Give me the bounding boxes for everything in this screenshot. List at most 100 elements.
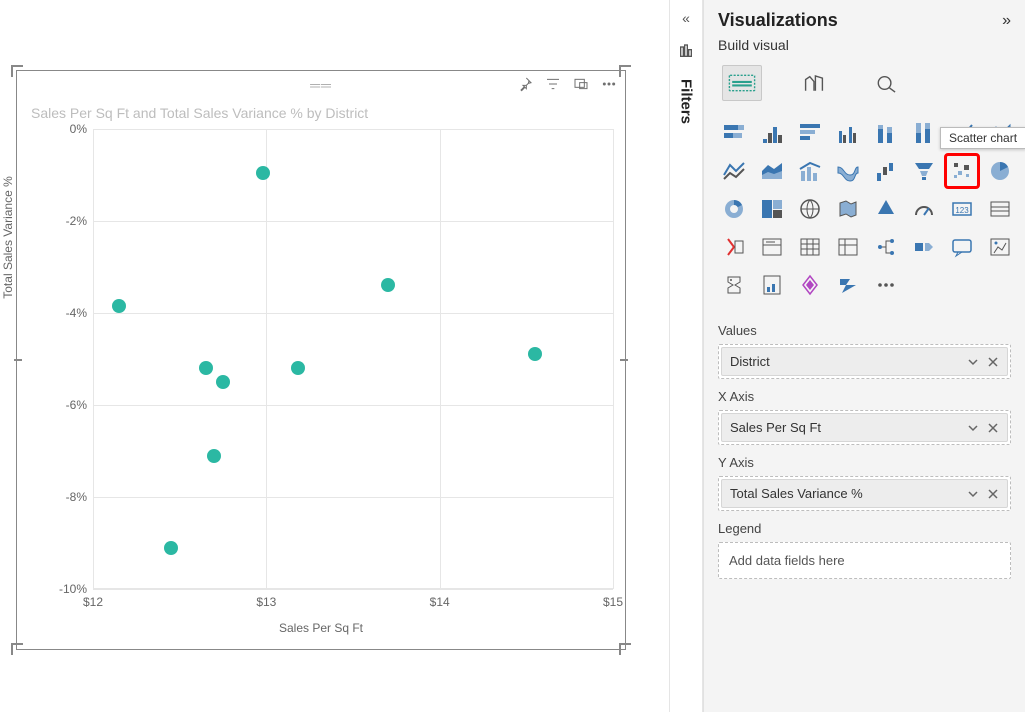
values-well[interactable]: District — [718, 344, 1011, 379]
viz-type-line-stacked[interactable] — [794, 155, 826, 187]
pane-subtitle: Build visual — [704, 35, 1025, 61]
collapse-pane-icon[interactable]: » — [1002, 12, 1011, 30]
pane-title: Visualizations — [718, 10, 838, 31]
x-axis-label: Sales Per Sq Ft — [17, 621, 625, 635]
legend-placeholder: Add data fields here — [719, 543, 1010, 578]
viz-type-clustered-bar[interactable] — [756, 117, 788, 149]
yaxis-well[interactable]: Total Sales Variance % — [718, 476, 1011, 511]
selected-visual[interactable]: ══ Sales Per Sq Ft and Total Sales Varia… — [16, 70, 626, 650]
viz-type-r-visual[interactable] — [984, 231, 1016, 263]
filters-icon — [678, 42, 694, 65]
data-point[interactable] — [381, 278, 395, 292]
data-point[interactable] — [207, 449, 221, 463]
viz-type-gauge[interactable] — [908, 193, 940, 225]
remove-field-icon[interactable] — [987, 356, 999, 368]
y-axis-label: Total Sales Variance % — [1, 176, 15, 299]
build-tabs — [704, 61, 1025, 111]
tab-analytics[interactable] — [866, 65, 906, 101]
more-options-icon[interactable] — [601, 76, 617, 97]
viz-type-ribbon[interactable] — [832, 155, 864, 187]
viz-type-stacked-area[interactable] — [756, 155, 788, 187]
viz-type-power-apps[interactable] — [794, 269, 826, 301]
x-tick: $13 — [256, 589, 276, 609]
viz-type-decomp-tree[interactable] — [870, 231, 902, 263]
field-wells: Values District X Axis Sales Per Sq Ft — [704, 309, 1025, 589]
yaxis-label: Y Axis — [718, 455, 1011, 470]
visual-type-gallery: Scatter chart 123 — [704, 111, 1025, 309]
filters-label: Filters — [678, 79, 695, 124]
viz-type-treemap[interactable] — [756, 193, 788, 225]
chevron-down-icon[interactable] — [967, 356, 979, 368]
viz-type-scatter[interactable]: Scatter chart — [946, 155, 978, 187]
filters-pane-collapsed[interactable]: « Filters — [669, 0, 703, 712]
values-label: Values — [718, 323, 1011, 338]
viz-type-slicer[interactable] — [756, 231, 788, 263]
pin-icon[interactable] — [517, 76, 533, 97]
drag-grip-icon[interactable]: ══ — [310, 77, 332, 93]
field-pill-district[interactable]: District — [721, 347, 1008, 376]
visual-header: ══ — [17, 71, 625, 101]
svg-text:123: 123 — [955, 206, 969, 215]
tab-format-visual[interactable] — [794, 65, 834, 101]
viz-type-line-area[interactable] — [718, 155, 750, 187]
viz-type-paginated[interactable] — [756, 269, 788, 301]
viz-type-multi-card[interactable] — [718, 231, 750, 263]
data-point[interactable] — [164, 541, 178, 555]
viz-type-donut[interactable] — [718, 193, 750, 225]
remove-field-icon[interactable] — [987, 488, 999, 500]
viz-type-clustered-column[interactable] — [832, 117, 864, 149]
data-point[interactable] — [256, 166, 270, 180]
y-tick: -6% — [33, 398, 93, 412]
viz-type-map[interactable] — [794, 193, 826, 225]
expand-filters-icon[interactable]: « — [682, 10, 690, 26]
field-pill-xaxis[interactable]: Sales Per Sq Ft — [721, 413, 1008, 442]
legend-label: Legend — [718, 521, 1011, 536]
y-tick: 0% — [33, 122, 93, 136]
viz-type-python[interactable] — [718, 269, 750, 301]
y-tick: -8% — [33, 490, 93, 504]
viz-type-azure-map[interactable] — [870, 193, 902, 225]
viz-type-stacked-column-100[interactable] — [908, 117, 940, 149]
viz-type-waterfall[interactable] — [870, 155, 902, 187]
viz-type-power-automate[interactable] — [832, 269, 864, 301]
viz-type-stacked-column[interactable] — [870, 117, 902, 149]
legend-well[interactable]: Add data fields here — [718, 542, 1011, 579]
xaxis-label: X Axis — [718, 389, 1011, 404]
remove-field-icon[interactable] — [987, 422, 999, 434]
viz-type-filled-map[interactable] — [832, 193, 864, 225]
data-point[interactable] — [291, 361, 305, 375]
tooltip: Scatter chart — [940, 127, 1025, 149]
y-tick: -2% — [33, 214, 93, 228]
viz-type-key-influencers[interactable] — [908, 231, 940, 263]
viz-type-qna[interactable] — [946, 231, 978, 263]
chevron-down-icon[interactable] — [967, 488, 979, 500]
focus-mode-icon[interactable] — [573, 76, 589, 97]
data-point[interactable] — [112, 299, 126, 313]
data-point[interactable] — [216, 375, 230, 389]
viz-type-card[interactable]: 123 — [946, 193, 978, 225]
chevron-down-icon[interactable] — [967, 422, 979, 434]
tab-build-visual[interactable] — [722, 65, 762, 101]
x-tick: $15 — [603, 589, 623, 609]
visualizations-pane: Visualizations » Build visual Scatter ch… — [703, 0, 1025, 712]
report-canvas[interactable]: ══ Sales Per Sq Ft and Total Sales Varia… — [0, 0, 669, 712]
y-tick: -4% — [33, 306, 93, 320]
field-pill-yaxis[interactable]: Total Sales Variance % — [721, 479, 1008, 508]
y-tick: -10% — [33, 582, 93, 596]
x-tick: $14 — [430, 589, 450, 609]
viz-type-table[interactable] — [794, 231, 826, 263]
viz-type-matrix[interactable] — [832, 231, 864, 263]
viz-type-stacked-bar[interactable] — [718, 117, 750, 149]
viz-type-more[interactable] — [870, 269, 902, 301]
data-point[interactable] — [528, 347, 542, 361]
filter-icon[interactable] — [545, 76, 561, 97]
data-point[interactable] — [199, 361, 213, 375]
viz-type-pie[interactable] — [984, 155, 1016, 187]
viz-type-stacked-bar-h[interactable] — [794, 117, 826, 149]
app-root: ══ Sales Per Sq Ft and Total Sales Varia… — [0, 0, 1025, 712]
viz-type-funnel[interactable] — [908, 155, 940, 187]
scatter-plot: $12$13$14$150%-2%-4%-6%-8%-10% — [93, 129, 613, 589]
viz-type-kpi[interactable] — [984, 193, 1016, 225]
chart-title: Sales Per Sq Ft and Total Sales Variance… — [31, 105, 368, 121]
xaxis-well[interactable]: Sales Per Sq Ft — [718, 410, 1011, 445]
